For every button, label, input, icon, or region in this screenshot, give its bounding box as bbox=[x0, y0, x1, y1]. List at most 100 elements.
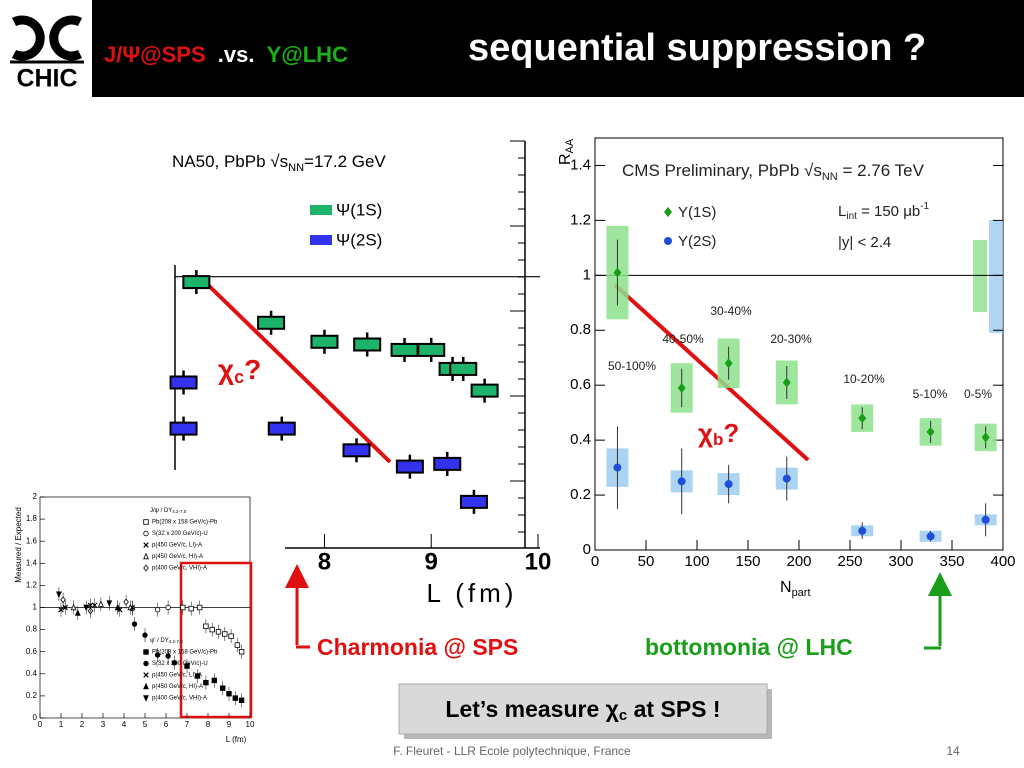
data-point bbox=[926, 532, 935, 541]
data-point bbox=[677, 382, 686, 393]
data-point bbox=[114, 603, 121, 611]
callout: Let’s measure χc at SPS ! bbox=[445, 696, 720, 724]
data-point bbox=[165, 604, 171, 611]
x-tick-label: 2 bbox=[80, 720, 85, 729]
x-tick-label: 9 bbox=[227, 720, 232, 729]
y-tick-label: 0 bbox=[33, 713, 38, 722]
data-point bbox=[97, 600, 104, 607]
legend-marker bbox=[143, 660, 149, 667]
data-point bbox=[677, 477, 686, 486]
annotation-chi: χ bbox=[218, 354, 234, 385]
annotation-q: ? bbox=[723, 418, 739, 448]
data-point bbox=[238, 697, 245, 704]
legend-label: Ψ(1S) bbox=[336, 200, 382, 219]
title-sub: NN bbox=[822, 171, 838, 183]
header-bar bbox=[92, 0, 1024, 97]
logo: CHIC bbox=[10, 15, 84, 93]
trend-line bbox=[203, 280, 392, 464]
callout-part: Let’s measure bbox=[445, 696, 605, 722]
data-point bbox=[926, 426, 935, 437]
centrality-label: 30-40% bbox=[710, 304, 752, 318]
y-tick-label: 2 bbox=[33, 492, 38, 501]
x-tick-label: 9 bbox=[425, 548, 438, 575]
data-point bbox=[267, 421, 296, 436]
plot-frame bbox=[594, 137, 1004, 551]
data-point bbox=[62, 604, 68, 611]
x-tick-label: 350 bbox=[939, 553, 964, 570]
y-tick-label: 0.4 bbox=[570, 431, 591, 448]
y-tick-label: 0.4 bbox=[26, 669, 38, 678]
annotation: χb? bbox=[698, 418, 739, 450]
y-tick-label: 0.2 bbox=[26, 691, 38, 700]
legend-label: Ψ(2S) bbox=[336, 230, 382, 249]
data-point bbox=[613, 463, 622, 472]
title-part: CMS Preliminary, PbPb √s bbox=[622, 161, 822, 180]
data-point bbox=[226, 690, 232, 697]
highlight-box bbox=[179, 561, 253, 719]
y-tick-label: 1 bbox=[583, 266, 591, 283]
callout-part: at SPS ! bbox=[627, 696, 720, 722]
legend-label: Υ(1S) bbox=[678, 204, 716, 221]
legend-label: p(450 GeV/c, LI)-A bbox=[152, 673, 202, 679]
data-point bbox=[131, 621, 138, 627]
data-point bbox=[981, 515, 990, 524]
data-point bbox=[858, 413, 867, 424]
y-tick-label: 0.6 bbox=[26, 647, 38, 656]
axis-main: R bbox=[557, 153, 574, 165]
subtitle: sequential suppression ? bbox=[468, 27, 926, 69]
data-point bbox=[342, 443, 371, 458]
title-part: J/Ψ@SPS bbox=[104, 42, 206, 67]
data-point bbox=[395, 459, 424, 474]
data-point bbox=[211, 677, 217, 684]
data-point bbox=[238, 649, 245, 655]
data-point bbox=[228, 633, 234, 639]
data-point bbox=[194, 673, 201, 679]
x-tick-label: 0 bbox=[38, 720, 43, 729]
centrality-label: 50-100% bbox=[608, 359, 656, 373]
global-uncertainty bbox=[989, 220, 1003, 333]
data-point bbox=[353, 337, 382, 352]
legend-label: Υ(2S) bbox=[678, 233, 716, 250]
title-part: .vs. bbox=[218, 42, 255, 67]
axis-main: N bbox=[780, 579, 792, 596]
lumi-sub: int bbox=[846, 211, 857, 222]
data-point bbox=[209, 626, 215, 633]
x-tick-label: 1 bbox=[59, 720, 64, 729]
legend-marker bbox=[664, 207, 672, 217]
footer-author: F. Fleuret - LLR Ecole polytechnique, Fr… bbox=[393, 744, 631, 758]
callout-chi: χ bbox=[606, 696, 620, 722]
data-point bbox=[58, 606, 64, 613]
data-point bbox=[257, 315, 286, 330]
data-point bbox=[417, 342, 446, 357]
x-tick-label: 10 bbox=[246, 720, 255, 729]
data-point bbox=[470, 383, 499, 398]
centrality-label: 5-10% bbox=[913, 387, 948, 401]
chart-title: NA50, PbPb √sNN=17.2 GeV bbox=[172, 152, 386, 173]
data-point bbox=[123, 598, 129, 606]
label-charmonia: Charmonia @ SPS bbox=[317, 634, 518, 660]
data-point bbox=[232, 695, 238, 701]
y-tick-label: 0.8 bbox=[26, 625, 38, 634]
legend-label: p(400 GeV/c, VHI)-A bbox=[152, 696, 207, 702]
y-axis-title: Measured / Expected bbox=[14, 507, 23, 583]
legend-marker bbox=[143, 552, 149, 560]
data-point bbox=[222, 631, 228, 637]
data-point bbox=[184, 663, 190, 669]
x-tick-label: 50 bbox=[638, 553, 655, 570]
y-tick-label: 1.4 bbox=[26, 558, 38, 567]
data-point bbox=[182, 275, 211, 290]
legend-label: p(450 GeV/c, HI)-A bbox=[152, 684, 203, 690]
data-point bbox=[169, 375, 198, 390]
title: J/Ψ@SPS .vs. Υ@LHC bbox=[104, 42, 348, 67]
legend-marker bbox=[143, 519, 149, 525]
legend-label: p(400 GeV/c, VHI)-A bbox=[152, 566, 207, 572]
x-tick-label: 6 bbox=[164, 720, 169, 729]
legend-title: ψ' / DY4.2-7.0 bbox=[150, 638, 183, 645]
x-tick-label: 8 bbox=[318, 548, 331, 575]
x-tick-label: 3 bbox=[101, 720, 106, 729]
axis-sub: part bbox=[792, 587, 811, 599]
legend-title-text: J/ψ / DY bbox=[150, 508, 172, 514]
chart-title: CMS Preliminary, PbPb √sNN = 2.76 TeV bbox=[622, 161, 925, 182]
legend-marker bbox=[143, 542, 149, 548]
logo-text: CHIC bbox=[16, 65, 77, 93]
